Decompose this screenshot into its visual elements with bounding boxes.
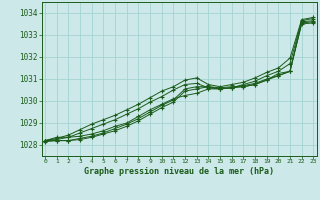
X-axis label: Graphe pression niveau de la mer (hPa): Graphe pression niveau de la mer (hPa) — [84, 167, 274, 176]
